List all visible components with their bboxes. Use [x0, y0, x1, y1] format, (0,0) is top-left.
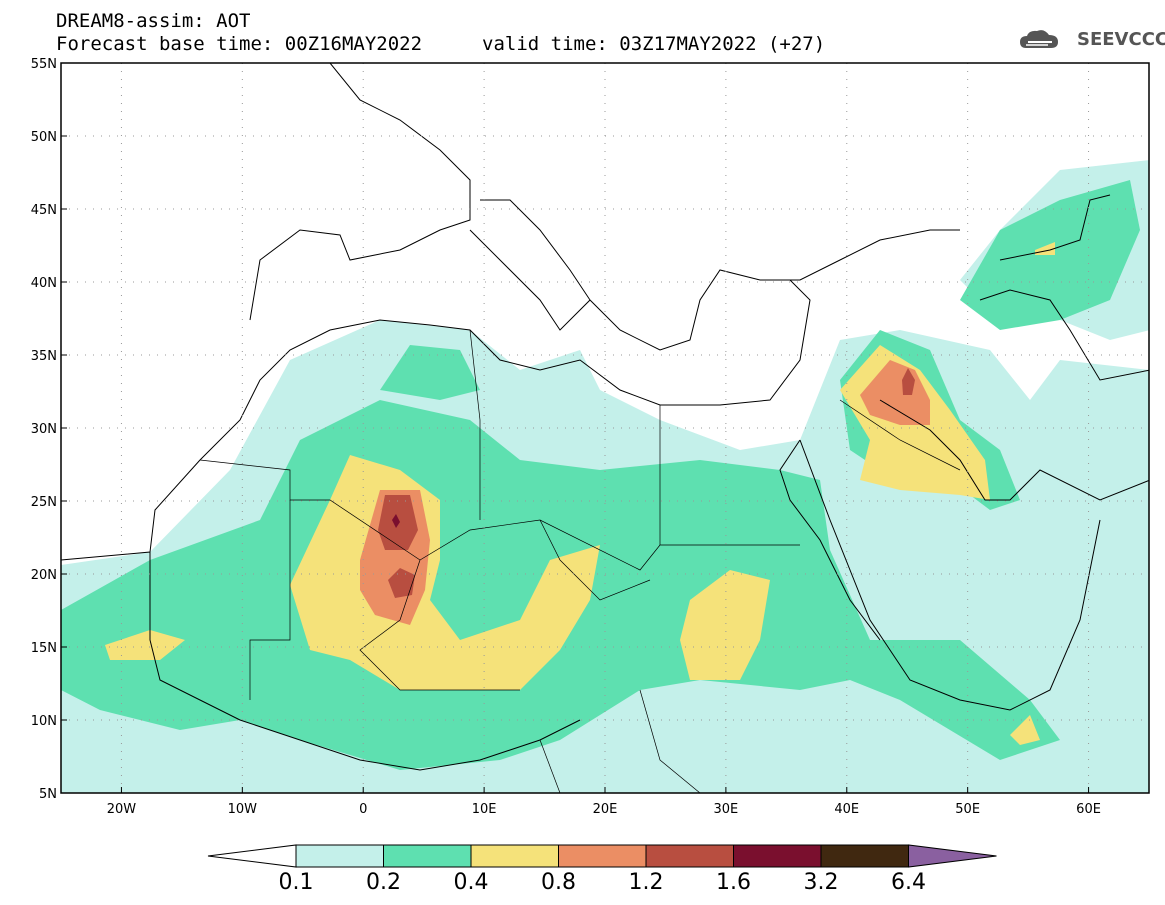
colorbar-swatch: [470, 844, 559, 868]
lat-tick-label: 10N: [31, 714, 57, 729]
map-title: DREAM8-assim: AOT: [56, 10, 251, 32]
colorbar: [207, 844, 997, 868]
lon-tick-label: 50E: [955, 802, 980, 817]
lat-labels: 5N 10N 15N 20N 25N 30N 35N 40N 45N 50N 55N: [31, 57, 67, 802]
aot-contour-1.2c: [902, 368, 915, 395]
cloud-logo-icon: [1020, 30, 1058, 48]
lon-tick-label: 10W: [228, 802, 258, 817]
colorbar-swatch: [733, 844, 822, 868]
colorbar-swatch: [558, 844, 647, 868]
colorbar-label: 0.2: [366, 870, 401, 895]
lon-tick-label: 20W: [107, 802, 137, 817]
colorbar-arrow-low: [207, 844, 297, 868]
lon-tick-label: 30E: [714, 802, 739, 817]
lat-tick-label: 30N: [31, 422, 57, 437]
aot-contour-1.6: [392, 514, 400, 528]
aot-contour-0.4: [290, 455, 600, 690]
aot-contour-0.2d: [380, 345, 480, 400]
lon-tick-label: 10E: [472, 802, 497, 817]
lat-tick-label: 35N: [31, 349, 57, 364]
valid-time: valid time: 03Z17MAY2022 (+27): [482, 33, 826, 55]
lon-labels: 20W 10W 0 10E 20E 30E 40E 50E 60E: [107, 787, 1101, 817]
lon-tick-label: 60E: [1076, 802, 1101, 817]
lat-tick-label: 15N: [31, 641, 57, 656]
colorbar-label: 0.1: [278, 870, 314, 895]
aot-contour-1.2b: [388, 568, 415, 598]
colorbar-swatch: [383, 844, 472, 868]
lat-tick-label: 40N: [31, 276, 57, 291]
lon-tick-label: 0: [359, 802, 367, 817]
forecast-base-time: Forecast base time: 00Z16MAY2022: [56, 33, 423, 55]
colorbar-label: 3.2: [803, 870, 839, 895]
lat-tick-label: 45N: [31, 203, 57, 218]
aot-contour-0.4b: [680, 570, 770, 680]
lat-tick-label: 5N: [39, 787, 57, 802]
logo-text: SEEVCCC: [1077, 29, 1165, 50]
colorbar-swatch: [645, 844, 734, 868]
colorbar-arrow-high: [908, 844, 997, 868]
colorbar-label: 0.4: [453, 870, 489, 895]
colorbar-label: 6.4: [891, 870, 926, 895]
aot-contour-0.4e: [1010, 715, 1040, 745]
colorbar-swatch: [295, 844, 384, 868]
aot-contour-0.4d: [105, 630, 185, 660]
country-borders: [199, 329, 961, 793]
colorbar-label: 1.6: [716, 870, 751, 895]
lat-tick-label: 25N: [31, 495, 57, 510]
lat-tick-label: 20N: [31, 568, 57, 583]
lon-tick-label: 40E: [834, 802, 859, 817]
colorbar-label: 1.2: [628, 870, 664, 895]
lat-tick-label: 55N: [31, 57, 57, 72]
lon-tick-label: 20E: [593, 802, 618, 817]
lat-tick-label: 50N: [31, 130, 57, 145]
colorbar-label: 0.8: [541, 870, 576, 895]
colorbar-swatch: [820, 844, 909, 868]
